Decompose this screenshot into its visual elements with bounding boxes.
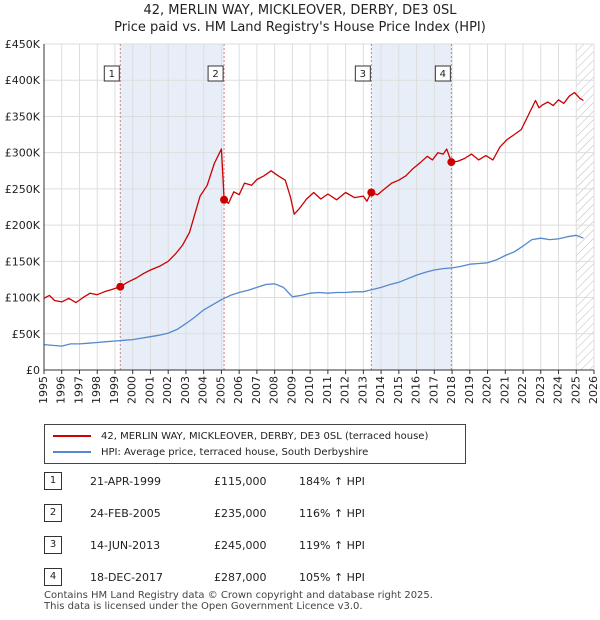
legend-swatch-blue [53, 451, 91, 453]
x-tick-label: 2022 [516, 376, 529, 404]
sale-number-badge: 4 [44, 568, 62, 586]
sale-marker-label: 4 [440, 69, 446, 80]
y-tick-label: £450K [5, 38, 41, 51]
sale-price: £245,000 [214, 539, 267, 552]
sale-hpi-change: 119% ↑ HPI [299, 539, 365, 552]
x-tick-label: 2001 [143, 376, 156, 404]
sale-marker-box [354, 65, 371, 82]
y-tick-label: £350K [5, 110, 41, 123]
sale-date: 21-APR-1999 [90, 475, 162, 488]
x-tick-label: 2005 [214, 376, 227, 404]
legend: 42, MERLIN WAY, MICKLEOVER, DERBY, DE3 0… [44, 424, 466, 464]
x-tick-label: 2013 [356, 376, 369, 404]
y-tick-label: £250K [5, 183, 41, 196]
price-chart: 1 2 3 4 £0 £50K £100K £150K £200K £250K £300K £350… [5, 38, 600, 404]
x-tick-label: 2024 [552, 376, 565, 404]
sale-hpi-change: 116% ↑ HPI [299, 507, 365, 520]
sale-date: 18-DEC-2017 [90, 571, 164, 584]
sale-point [447, 158, 456, 167]
sale-date: 24-FEB-2005 [90, 507, 161, 520]
sale-marker-label: 2 [212, 69, 218, 80]
chart-title-line2: Price paid vs. HM Land Registry's House … [114, 20, 486, 35]
footer-licence: This data is licensed under the Open Gov… [44, 601, 363, 612]
y-tick-label: £150K [5, 255, 41, 268]
y-tick-label: £100K [5, 292, 41, 305]
x-tick-label: 2016 [410, 376, 423, 404]
chart-title-line1: 42, MERLIN WAY, MICKLEOVER, DERBY, DE3 0… [143, 3, 457, 18]
sale-point [367, 188, 376, 197]
sale-date: 14-JUN-2013 [90, 539, 161, 552]
sale-marker-box [434, 65, 451, 82]
sale-marker-label: 3 [360, 69, 366, 80]
legend-item-property: 42, MERLIN WAY, MICKLEOVER, DERBY, DE3 0… [53, 428, 428, 444]
x-tick-label: 2014 [374, 376, 387, 404]
sale-hpi-change: 184% ↑ HPI [299, 475, 365, 488]
y-tick-label: £400K [5, 74, 41, 87]
x-tick-label: 2019 [463, 376, 476, 404]
forecast-hatch [576, 44, 594, 370]
sale-row: 3 14-JUN-2013 £245,000 119% ↑ HPI [44, 536, 464, 556]
x-tick-label: 2004 [197, 376, 210, 404]
x-tick-label: 2011 [321, 376, 334, 404]
x-tick-label: 2006 [232, 376, 245, 404]
x-tick-label: 2009 [285, 376, 298, 404]
legend-label-hpi: HPI: Average price, terraced house, Sout… [101, 446, 369, 458]
sale-marker-box [103, 65, 120, 82]
x-tick-label: 2023 [534, 376, 547, 404]
ownership-shade [120, 44, 225, 370]
x-tick-label: 2020 [481, 376, 494, 404]
x-tick-label: 2015 [392, 376, 405, 404]
x-tick-label: 1996 [55, 376, 68, 404]
x-tick-label: 2007 [250, 376, 263, 404]
x-tick-label: 1998 [90, 376, 103, 404]
x-tick-label: 2021 [498, 376, 511, 404]
sale-row: 2 24-FEB-2005 £235,000 116% ↑ HPI [44, 504, 464, 524]
x-tick-label: 2018 [445, 376, 458, 404]
sale-point [116, 282, 125, 291]
property-series-line [43, 91, 584, 304]
x-tick-label: 2012 [339, 376, 352, 404]
sale-hpi-change: 105% ↑ HPI [299, 571, 365, 584]
x-tick-label: 2008 [268, 376, 281, 404]
legend-label-property: 42, MERLIN WAY, MICKLEOVER, DERBY, DE3 0… [101, 430, 429, 442]
y-tick-label: £50K [12, 328, 41, 341]
x-tick-label: 1999 [108, 376, 121, 404]
x-tick-label: 1997 [72, 376, 85, 404]
y-tick-label: £200K [5, 219, 41, 232]
sale-price: £287,000 [214, 571, 267, 584]
sale-marker-label: 1 [109, 69, 115, 80]
x-tick-label: 2002 [161, 376, 174, 404]
x-tick-label: 2010 [303, 376, 316, 404]
sale-marker-box [207, 65, 224, 82]
ownership-shade [371, 44, 452, 370]
x-tick-label: 2000 [126, 376, 139, 404]
hpi-series-line [43, 234, 584, 347]
footer-copyright: Contains HM Land Registry data © Crown c… [44, 590, 433, 601]
sale-price: £235,000 [214, 507, 267, 520]
x-tick-label: 2017 [427, 376, 440, 404]
x-tick-label: 2026 [587, 376, 600, 404]
x-tick-label: 2003 [179, 376, 192, 404]
legend-item-hpi: HPI: Average price, terraced house, Sout… [53, 444, 368, 460]
sale-point [220, 195, 229, 204]
sale-number-badge: 1 [44, 472, 62, 490]
sale-number-badge: 3 [44, 536, 62, 554]
legend-swatch-red [53, 435, 91, 437]
sale-row: 1 21-APR-1999 £115,000 184% ↑ HPI [44, 472, 464, 492]
sale-row: 4 18-DEC-2017 £287,000 105% ↑ HPI [44, 568, 464, 588]
sale-price: £115,000 [214, 475, 267, 488]
y-tick-label: £0 [26, 364, 40, 377]
sale-number-badge: 2 [44, 504, 62, 522]
x-tick-label: 1995 [37, 376, 50, 404]
x-tick-label: 2025 [569, 376, 582, 404]
y-tick-label: £300K [5, 147, 41, 160]
